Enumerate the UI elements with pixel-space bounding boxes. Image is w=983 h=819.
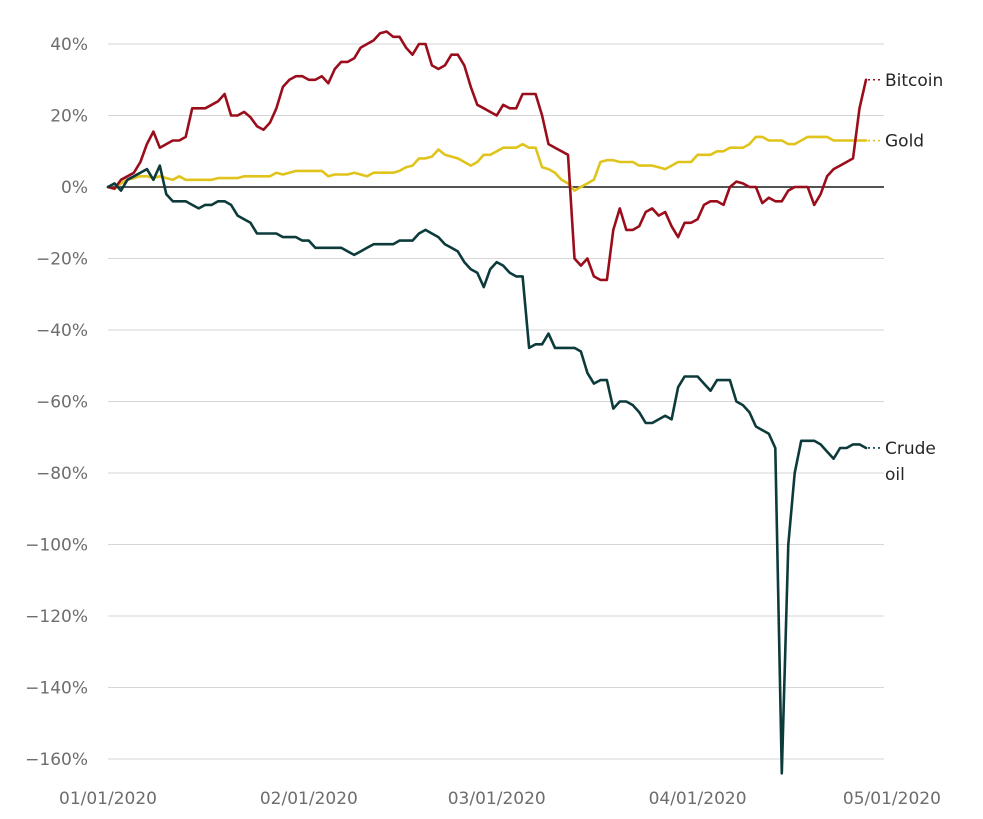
series-label-gold: Gold <box>885 132 924 152</box>
x-tick-label: 01/01/2020 <box>59 789 157 809</box>
x-tick-label: 02/01/2020 <box>260 789 358 809</box>
y-tick-label: −20% <box>36 250 88 270</box>
y-axis-ticks: 40% 20% 0% −20% −40% −60% −80% −100% −120% −140% −… <box>25 35 88 770</box>
y-tick-label: 20% <box>50 107 88 127</box>
y-tick-label: −100% <box>25 536 88 556</box>
y-tick-label: −140% <box>25 679 88 699</box>
y-tick-label: −120% <box>25 607 88 627</box>
y-tick-label: −80% <box>36 464 88 484</box>
series-line-gold <box>106 135 868 192</box>
y-tick-label: 40% <box>50 35 88 55</box>
x-axis-ticks: 01/01/2020 02/01/2020 03/01/2020 04/01/2020… <box>59 789 941 809</box>
series-label-crude-oil: oil <box>885 465 905 485</box>
series-line-bitcoin <box>106 30 868 282</box>
y-tick-label: −40% <box>36 321 88 341</box>
series-line-crude-oil <box>106 164 868 775</box>
x-tick-label: 03/01/2020 <box>448 789 546 809</box>
y-tick-label: −160% <box>25 750 88 770</box>
series-labels: Gold Bitcoin Crude oil <box>868 71 943 485</box>
y-tick-label: 0% <box>61 178 88 198</box>
series-label-crude-oil: Crude <box>885 439 936 459</box>
x-tick-label: 04/01/2020 <box>649 789 747 809</box>
y-tick-label: −60% <box>36 393 88 413</box>
series-label-bitcoin: Bitcoin <box>885 71 943 91</box>
x-tick-label: 05/01/2020 <box>843 789 941 809</box>
series-lines <box>106 30 868 775</box>
